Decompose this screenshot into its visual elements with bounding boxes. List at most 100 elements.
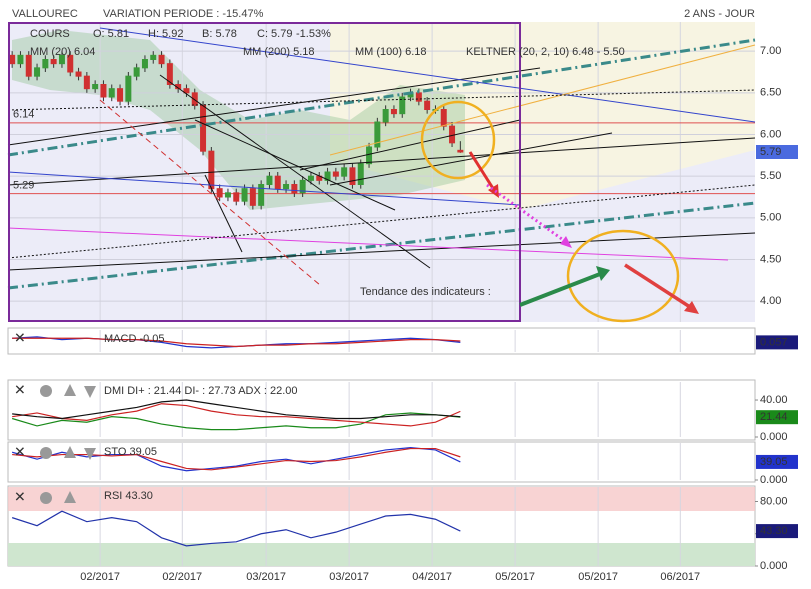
trendline — [7, 67, 541, 146]
annotations: ✕ ✕ ✕ ✕ 02/2017 02/2017 03/2017 03/2017 04/2… — [13, 28, 798, 583]
chart-title: VALLOUREC — [12, 8, 78, 20]
oversold-zone — [8, 543, 755, 566]
candle-body — [100, 84, 107, 98]
annotation: Tendance des indicateurs : — [360, 286, 491, 298]
x-tick-label: 05/2017 — [495, 571, 535, 583]
x-tick-label: 04/2017 — [412, 571, 452, 583]
icon-up[interactable] — [64, 491, 76, 503]
x-tick-label: 06/2017 — [660, 571, 700, 583]
indicator-line — [12, 337, 461, 348]
candle-body — [258, 184, 265, 206]
period[interactable]: 2 ANS - JOUR — [684, 8, 755, 20]
indicator-line — [12, 403, 461, 427]
arrow-head — [488, 184, 499, 198]
value-tag-box — [756, 454, 798, 469]
legend-entry: MM (100) 6.18 — [355, 46, 427, 58]
candle-body — [133, 67, 140, 77]
y-tick-label: 0.000 — [760, 560, 788, 572]
candle-body — [216, 188, 223, 198]
shade — [330, 22, 755, 210]
candle-body — [307, 175, 314, 181]
trendline — [7, 201, 756, 290]
x-tick-label: 02/2017 — [80, 571, 120, 583]
indicator-line — [11, 412, 461, 431]
trendline — [7, 232, 756, 271]
icon-down[interactable] — [84, 386, 96, 398]
y-tick-label: 5.50 — [760, 170, 781, 182]
value-tag-box — [756, 335, 798, 350]
x-tick-label: 03/2017 — [246, 571, 286, 583]
panel-icons: ✕ ✕ ✕ ✕ — [14, 330, 96, 505]
icon-settings[interactable] — [40, 385, 52, 397]
price-tag: 5.79 — [760, 146, 781, 158]
candle-body — [83, 75, 90, 90]
candle-body — [34, 67, 41, 77]
candle-body — [25, 54, 32, 77]
highlight-circle — [420, 100, 496, 180]
trendline — [299, 119, 521, 171]
value-tag: 39.05 — [760, 456, 788, 468]
y-tick-label: 5.00 — [760, 212, 781, 224]
price-tag-box — [756, 145, 798, 159]
candle-body — [166, 63, 173, 86]
candle-body — [241, 188, 248, 202]
panel — [7, 379, 756, 441]
arrow-head — [596, 266, 610, 281]
indicator-line — [11, 510, 461, 547]
value-tag-box — [756, 524, 798, 539]
candle-body — [283, 184, 290, 190]
indicator-line — [11, 447, 461, 472]
candle-body — [92, 84, 99, 90]
value-tag: 43.30 — [760, 525, 788, 537]
candle-body — [291, 184, 298, 194]
candle-body — [183, 88, 190, 94]
icon-settings[interactable] — [40, 492, 52, 504]
value-tag: 21.44 — [760, 411, 788, 423]
legend-entry: C: 5.79 — [257, 28, 292, 40]
trendline — [159, 74, 431, 269]
indicator-title: RSI 43.30 — [104, 490, 153, 502]
trendline — [329, 132, 613, 186]
icon-close[interactable]: ✕ — [14, 489, 26, 505]
icon-down[interactable] — [84, 448, 96, 460]
candle-body — [390, 109, 397, 115]
trendline — [204, 174, 243, 253]
icon-up[interactable] — [64, 384, 76, 396]
trendline — [7, 137, 756, 186]
trendline — [7, 38, 756, 157]
candle-body — [399, 96, 406, 115]
arrow — [624, 263, 691, 309]
candle-body — [58, 54, 65, 65]
candle-body — [266, 175, 273, 186]
candle-body — [200, 104, 207, 152]
candle-body — [415, 92, 422, 102]
trendline — [99, 99, 321, 286]
arrow-head — [560, 236, 572, 248]
y-tick-label: 6.50 — [760, 87, 781, 99]
y-tick-label: 6.00 — [760, 128, 781, 140]
trendline — [7, 171, 521, 206]
candle-body — [449, 125, 456, 144]
legend-entry: B: 5.78 — [202, 28, 237, 40]
background — [7, 22, 756, 567]
candle-body — [9, 54, 16, 65]
icon-close[interactable]: ✕ — [14, 330, 26, 346]
icon-close[interactable]: ✕ — [14, 382, 26, 398]
candle-body — [374, 121, 381, 148]
icon-close[interactable]: ✕ — [14, 444, 26, 460]
y-tick-label: 80.00 — [760, 495, 788, 507]
trendline — [7, 184, 756, 259]
legend-entry: MM (20) 6.04 — [30, 46, 95, 58]
overbought-zone — [8, 487, 755, 511]
indicator-title: MACD -0.05 — [104, 333, 165, 345]
value-tag-box — [756, 410, 798, 425]
legend-entry: MM (200) 5.18 — [243, 46, 315, 58]
y-tick-label: 0.000 — [760, 474, 788, 486]
icon-up[interactable] — [64, 446, 76, 458]
x-tick-label: 02/2017 — [162, 571, 202, 583]
legend-entry: KELTNER (20, 2, 10) 6.48 - 5.50 — [466, 46, 625, 58]
icon-settings[interactable] — [40, 447, 52, 459]
candle-body — [349, 167, 356, 185]
y-tick-label: 4.50 — [760, 253, 781, 265]
candle-body — [366, 146, 373, 165]
